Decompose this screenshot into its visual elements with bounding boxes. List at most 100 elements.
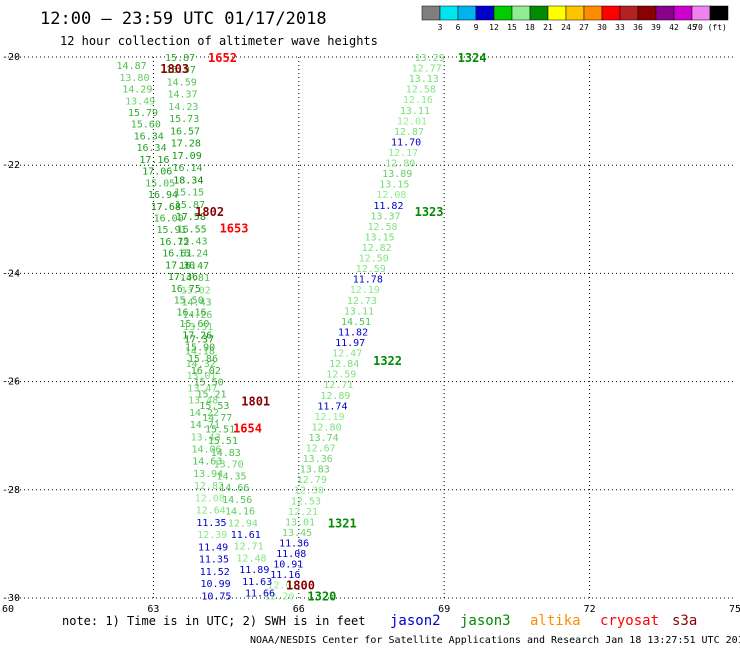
colorbar-swatch [439, 5, 459, 21]
wave-height-value: 13.47 [187, 383, 217, 394]
wave-height-value: 17.36 [168, 272, 198, 283]
wave-height-value: 14.29 [122, 85, 152, 96]
colorbar-swatch [511, 5, 531, 21]
wave-height-value: 17.09 [172, 151, 202, 162]
wave-height-value: 14.66 [219, 483, 249, 494]
wave-height-value: 12.53 [291, 496, 321, 507]
y-tick-label: -26 [2, 377, 20, 388]
colorbar-swatch [655, 5, 675, 21]
wave-height-value: 13.74 [309, 433, 339, 444]
wave-height-value: 17.30 [165, 260, 195, 271]
wave-height-value: 15.50 [194, 378, 224, 389]
y-tick-label: -20 [2, 52, 20, 63]
colorbar-label: 33 [615, 23, 625, 32]
x-tick-label: 60 [2, 604, 14, 615]
legend-entry-altika: altika [530, 613, 581, 629]
wave-height-value: 11.36 [279, 539, 309, 550]
colorbar-label: 18 [525, 23, 535, 32]
wave-height-value: 12.59 [356, 264, 386, 275]
wave-height-value: 12.19 [314, 412, 344, 423]
wave-height-value: 14.43 [182, 298, 212, 309]
y-tick-label: -24 [2, 268, 20, 279]
plot-area: 60 63 66 69 72 75 -20 -22 -24 -26 -28 -30 13.2912.77… [2, 51, 740, 615]
wave-height-value: 12.94 [228, 518, 258, 529]
legend-entry-cryosat: cryosat [600, 613, 659, 629]
wave-height-value: 12.16 [403, 95, 433, 106]
wave-height-value: 12.80 [311, 422, 341, 433]
pass-time-label: 1320 [307, 589, 336, 603]
colorbar-swatch [583, 5, 603, 21]
wave-height-value: 16.57 [170, 126, 200, 137]
wave-height-value: 16.02 [191, 366, 221, 377]
wave-height-value: 12.80 [385, 159, 415, 170]
wave-height-value: 12.87 [394, 127, 424, 138]
wave-height-value: 15.24 [178, 249, 208, 260]
wave-height-value: 16.16 [176, 307, 206, 318]
wave-height-value: 12.19 [350, 285, 380, 296]
colorbar-label: 15 [507, 23, 517, 32]
wave-height-value: 12.30 [294, 486, 324, 497]
legend-entry-jason2: jason2 [390, 613, 441, 629]
wave-height-value: 12.73 [347, 296, 377, 307]
wave-height-value: 15.51 [205, 424, 235, 435]
wave-height-value: 11.61 [231, 530, 261, 541]
wave-height-value: 11.82 [373, 201, 403, 212]
x-tick-label: 63 [147, 604, 159, 615]
pass-time-label: 1654 [233, 422, 262, 436]
wave-height-value: 13.83 [300, 465, 330, 476]
wave-height-value: 13.37 [370, 211, 400, 222]
pass-time-label: 1324 [458, 51, 487, 65]
wave-height-value: 12.48 [236, 553, 266, 564]
colorbar-swatch [475, 5, 495, 21]
wave-height-value: 13.80 [119, 73, 149, 84]
wave-height-value: 16.14 [172, 163, 202, 174]
wave-height-value: 13.94 [193, 469, 223, 480]
wave-height-value: 16.34 [134, 131, 164, 142]
wave-height-value: 14.63 [192, 457, 222, 468]
wave-height-value: 15.15 [174, 188, 204, 199]
colorbar-label: 3 [438, 23, 443, 32]
pass-time-label: 1322 [373, 354, 402, 368]
chart-subtitle: 12 hour collection of altimeter wave hei… [60, 34, 378, 48]
wave-height-value: 15.90 [185, 342, 215, 353]
wave-height-value: 16.72 [159, 237, 189, 248]
colorbar-swatch [493, 5, 513, 21]
wave-height-value: 15.60 [179, 319, 209, 330]
pass-time-label: 1800 [286, 578, 315, 592]
wave-height-value: 12.21 [288, 507, 318, 518]
wave-height-value: 15.50 [174, 296, 204, 307]
wave-height-value: 15.43 [177, 237, 207, 248]
colorbar-label: 12 [489, 23, 499, 32]
pass-time-label: 1652 [208, 51, 237, 65]
wave-height-value: 18.34 [173, 175, 203, 186]
colorbar-label: 21 [543, 23, 553, 32]
wave-height-value: 11.66 [245, 589, 275, 600]
wave-height-value: 14.56 [222, 495, 252, 506]
wave-height-value: 15.79 [128, 108, 158, 119]
colorbar-swatch [565, 5, 585, 21]
wave-height-value: 13.01 [186, 371, 216, 382]
wave-height-value: 11.35 [199, 555, 229, 566]
x-tick-label: 75 [729, 604, 740, 615]
units-note: note: 1) Time is in UTC; 2) SWH is in fe… [62, 614, 365, 628]
wave-height-value: 11.89 [239, 565, 269, 576]
colorbar-swatch [637, 5, 657, 21]
wave-height-value: 12.47 [332, 349, 362, 360]
wave-height-value: 13.49 [125, 96, 155, 107]
colorbar-label: 24 [561, 23, 571, 32]
wave-height-value: 12.01 [267, 581, 297, 592]
pass-time-label: 1321 [328, 516, 357, 530]
chart-title: 12:00 – 23:59 UTC 01/17/2018 [40, 9, 327, 29]
wave-height-value: 15.86 [188, 354, 218, 365]
wave-height-value: 14.71 [190, 420, 220, 431]
wave-height-value: 14.23 [168, 102, 198, 113]
colorbar-swatch [601, 5, 621, 21]
wave-height-value: 12.59 [326, 370, 356, 381]
wave-height-value: 13.01 [285, 517, 315, 528]
colorbar-swatch [691, 5, 711, 21]
colorbar-swatch [673, 5, 693, 21]
wave-height-value: 15.60 [131, 120, 161, 131]
wave-height-value: 14.16 [225, 507, 255, 518]
pass-time-label: 1323 [415, 205, 444, 219]
satellite-legend: jason2 jason3 altika cryosat s3a [390, 613, 697, 629]
